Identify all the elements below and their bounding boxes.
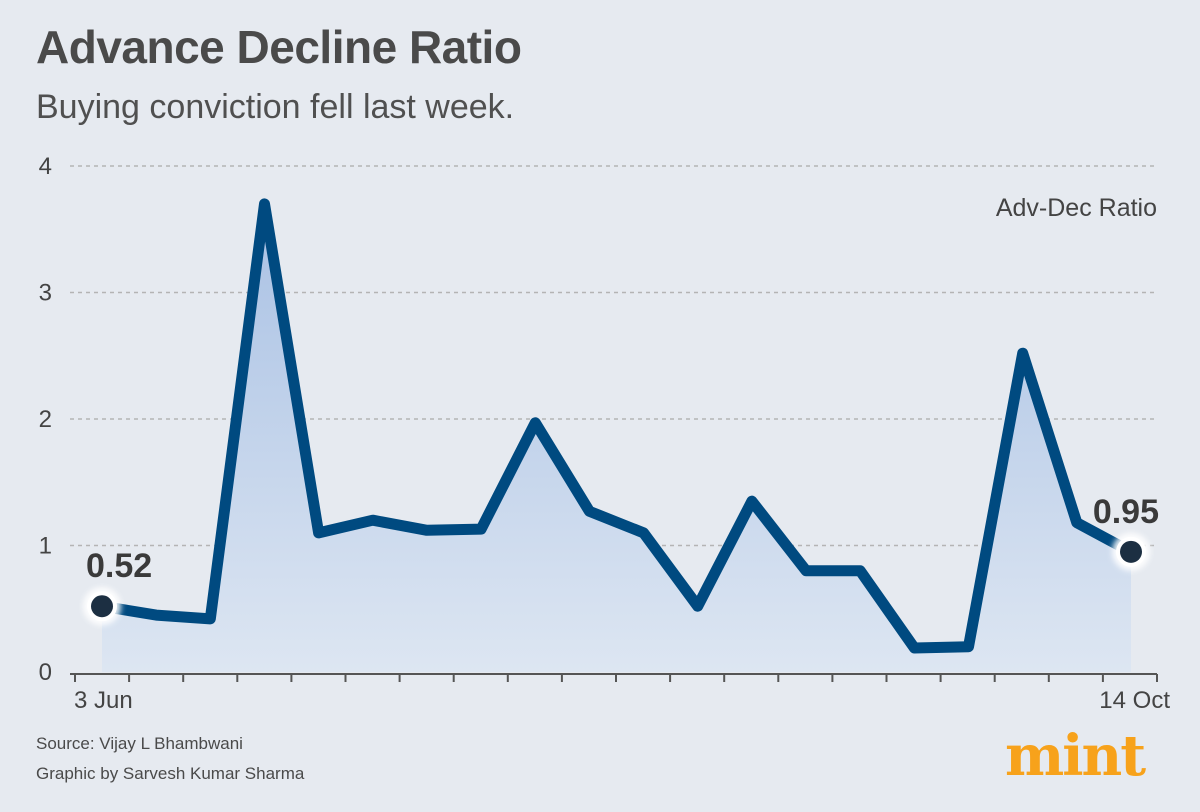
credit-note: Graphic by Sarvesh Kumar Sharma — [36, 764, 305, 783]
source-note: Source: Vijay L Bhambwani — [36, 734, 243, 753]
series-area — [102, 203, 1131, 672]
y-tick-label: 0 — [39, 659, 52, 686]
mint-logo: mint — [1005, 723, 1146, 789]
x-axis-labels: 3 Jun 14 Oct — [74, 687, 1170, 714]
x-axis — [70, 673, 1158, 682]
chart-title: Advance Decline Ratio — [36, 21, 522, 73]
y-tick-label: 4 — [39, 153, 52, 180]
x-tick-label-start: 3 Jun — [74, 687, 133, 714]
data-point-marker — [1120, 540, 1142, 563]
data-label: 0.95 — [1093, 493, 1159, 531]
series-line — [96, 198, 1137, 654]
series-legend-label: Adv-Dec Ratio — [996, 194, 1157, 222]
grid-lines — [70, 165, 1157, 547]
y-tick-label: 2 — [39, 406, 52, 433]
data-point-marker — [91, 595, 113, 618]
chart-subtitle: Buying conviction fell last week. — [36, 88, 515, 126]
data-label: 0.52 — [86, 547, 152, 585]
end-markers: 0.52 0.95 — [83, 493, 1159, 626]
y-tick-label: 3 — [39, 280, 52, 307]
x-tick-label-end: 14 Oct — [1099, 687, 1170, 714]
y-axis-ticks: 0 1 2 3 4 — [39, 153, 52, 686]
y-tick-label: 1 — [39, 533, 52, 560]
